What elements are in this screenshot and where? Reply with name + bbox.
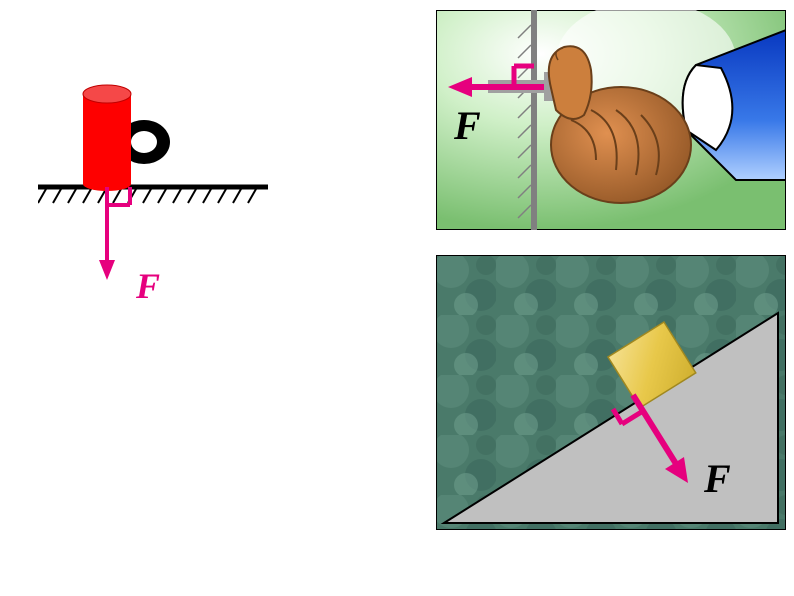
thumb [549, 46, 592, 119]
force-label-1: F [136, 265, 160, 307]
cup-diagram-svg [38, 80, 318, 320]
incline-diagram: F [436, 255, 786, 530]
cup-handle-inner [131, 131, 157, 153]
force-label-3: F [704, 455, 731, 502]
cup-top [83, 85, 131, 103]
incline-diagram-svg [436, 255, 786, 530]
cup-surface-diagram: F [38, 80, 318, 320]
thumb-wall-diagram: F [436, 10, 786, 230]
cup-body [83, 94, 131, 184]
surface-hatching [38, 189, 256, 203]
force-label-2: F [454, 102, 481, 149]
wall [531, 10, 537, 230]
thumb-diagram-svg [436, 10, 786, 230]
